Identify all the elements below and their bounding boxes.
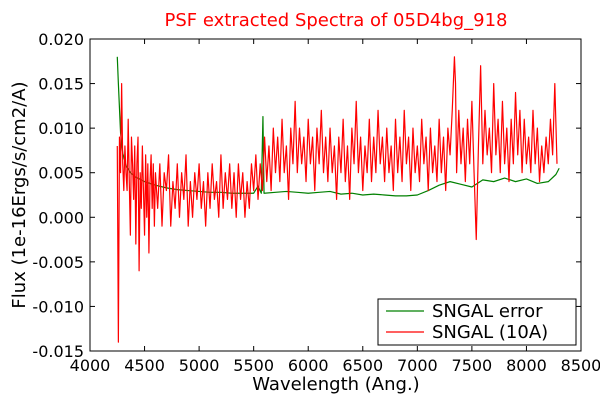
plot-frame bbox=[89, 38, 582, 352]
x-axis-label: Wavelength (Ang.) bbox=[252, 374, 419, 395]
y-tick-label: 0.010 bbox=[38, 119, 84, 138]
y-tick-label: 0.020 bbox=[38, 30, 84, 49]
chart-title: PSF extracted Spectra of 05D4bg_918 bbox=[165, 10, 508, 31]
y-tick-label: 0.000 bbox=[38, 208, 84, 227]
series-layer bbox=[116, 56, 560, 343]
y-tick-label: 0.005 bbox=[38, 164, 84, 183]
x-tick-label: 7500 bbox=[452, 356, 493, 375]
x-tick-label: 7000 bbox=[397, 356, 438, 375]
y-tick-label: -0.005 bbox=[32, 253, 84, 272]
y-axis-label: Flux (1e-16Ergs/s/cm2/A) bbox=[9, 81, 30, 308]
x-tick-label: 4500 bbox=[124, 356, 165, 375]
series-line-sngal-error bbox=[116, 56, 560, 197]
y-tick-label: -0.015 bbox=[32, 342, 84, 361]
y-tick-label: 0.015 bbox=[38, 75, 84, 94]
legend-box bbox=[377, 298, 577, 346]
legend-label-flux: SNGAL (10A) bbox=[432, 322, 548, 343]
x-tick-label: 8500 bbox=[561, 356, 600, 375]
x-tick-label: 8000 bbox=[506, 356, 547, 375]
x-tick-label: 6000 bbox=[288, 356, 329, 375]
x-tick-label: 6500 bbox=[342, 356, 383, 375]
ticks-layer: 4000 4500 5000 5500 6000 6500 7000 7500 8000 8500… bbox=[32, 30, 600, 375]
y-tick-label: -0.010 bbox=[32, 297, 84, 316]
x-tick-label: 5500 bbox=[233, 356, 274, 375]
series-line-sngal-10a bbox=[116, 56, 558, 343]
legend-label-error: SNGAL error bbox=[432, 301, 543, 322]
x-tick-label: 4000 bbox=[70, 356, 111, 375]
legend: SNGAL error SNGAL (10A) bbox=[377, 298, 577, 346]
x-tick-label: 5000 bbox=[179, 356, 220, 375]
